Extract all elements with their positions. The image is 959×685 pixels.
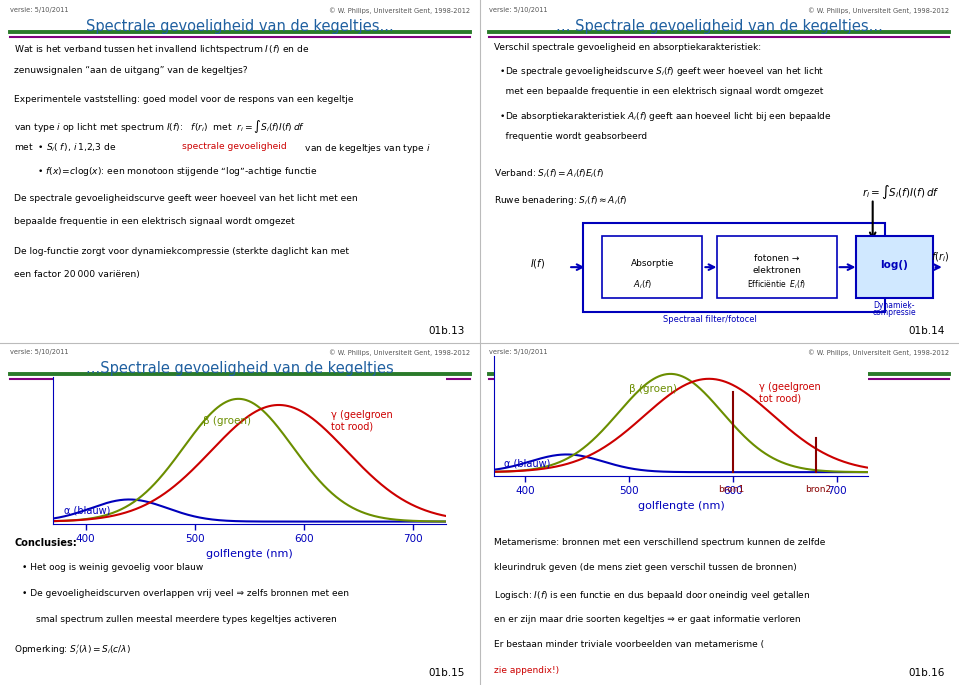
Text: β (groen): β (groen) xyxy=(629,384,677,394)
Text: Absorptie: Absorptie xyxy=(630,259,674,269)
Text: fotonen →: fotonen → xyxy=(754,254,800,263)
Text: Dynamiek-: Dynamiek- xyxy=(874,301,915,310)
FancyBboxPatch shape xyxy=(716,236,836,298)
Text: Logisch: $I(f)$ is een functie en dus bepaald door oneindig veel getallen: Logisch: $I(f)$ is een functie en dus be… xyxy=(494,589,810,602)
Text: α (blauw): α (blauw) xyxy=(504,458,550,469)
Text: Spectraal filter/fotocel: Spectraal filter/fotocel xyxy=(663,315,757,324)
Text: 01b.13: 01b.13 xyxy=(429,325,465,336)
Text: © W. Philips, Universiteit Gent, 1998-2012: © W. Philips, Universiteit Gent, 1998-20… xyxy=(808,349,949,356)
Text: bepaalde frequentie in een elektrisch signaal wordt omgezet: bepaalde frequentie in een elektrisch si… xyxy=(14,218,295,227)
Text: met  • $S_i(\,f\,)$, $i$ 1,2,3 de: met • $S_i(\,f\,)$, $i$ 1,2,3 de xyxy=(14,142,117,154)
Text: kleurindruk geven (de mens ziet geen verschil tussen de bronnen): kleurindruk geven (de mens ziet geen ver… xyxy=(494,563,797,573)
Text: 01b.16: 01b.16 xyxy=(908,668,945,678)
Text: versie: 5/10/2011: versie: 5/10/2011 xyxy=(489,349,548,356)
Text: © W. Philips, Universiteit Gent, 1998-2012: © W. Philips, Universiteit Gent, 1998-20… xyxy=(329,349,470,356)
Text: © W. Philips, Universiteit Gent, 1998-2012: © W. Philips, Universiteit Gent, 1998-20… xyxy=(329,7,470,14)
Text: Efficiëntie  $E_i(f)$: Efficiëntie $E_i(f)$ xyxy=(747,279,807,291)
Text: Ruwe benadering voor $S_i'(\lambda)$: $S_i'(\lambda)\approx A_i'(\lambda)$: Ruwe benadering voor $S_i'(\lambda)$: $S… xyxy=(58,390,244,404)
Text: 01b.15: 01b.15 xyxy=(429,668,465,678)
Text: Verband: $S_i(f) = A_i(f)E_i(f)$: Verband: $S_i(f) = A_i(f)E_i(f)$ xyxy=(494,168,604,180)
Text: Ruwe benadering: $S_i(f)\approx A_i(f)$: Ruwe benadering: $S_i(f)\approx A_i(f)$ xyxy=(494,193,627,206)
Text: •De absorptiekarakteristiek $A_i(f)$ geeft aan hoeveel licht bij een bepaalde: •De absorptiekarakteristiek $A_i(f)$ gee… xyxy=(494,110,831,123)
Text: versie: 5/10/2011: versie: 5/10/2011 xyxy=(10,349,68,356)
Text: Er bestaan minder triviale voorbeelden van metamerisme (: Er bestaan minder triviale voorbeelden v… xyxy=(494,640,764,649)
Text: en er zijn maar drie soorten kegeltjes ⇒ er gaat informatie verloren: en er zijn maar drie soorten kegeltjes ⇒… xyxy=(494,615,801,624)
Text: α (blauw): α (blauw) xyxy=(63,506,110,515)
X-axis label: golflengte (nm): golflengte (nm) xyxy=(206,549,292,558)
Text: γ (geelgroen
tot rood): γ (geelgroen tot rood) xyxy=(331,410,393,432)
Text: Opmerking: $S_i'(\lambda) = S_i(c/\lambda)$: Opmerking: $S_i'(\lambda) = S_i(c/\lambd… xyxy=(14,644,131,658)
Text: γ (geelgroen
tot rood): γ (geelgroen tot rood) xyxy=(759,382,821,403)
Text: Metamerisme: bronnen met een verschillend spectrum kunnen de zelfde: Metamerisme: bronnen met een verschillen… xyxy=(494,538,826,547)
Text: zenuwsignalen “aan de uitgang” van de kegeltjes?: zenuwsignalen “aan de uitgang” van de ke… xyxy=(14,66,248,75)
Text: • De gevoeligheidscurven overlappen vrij veel ⇒ zelfs bronnen met een: • De gevoeligheidscurven overlappen vrij… xyxy=(22,589,348,598)
Text: log(): log() xyxy=(880,260,908,271)
Text: Verschil spectrale gevoeligheid en absorptiekarakteristiek:: Verschil spectrale gevoeligheid en absor… xyxy=(494,43,761,52)
Text: bron2: bron2 xyxy=(805,485,831,494)
Text: Conclusies:: Conclusies: xyxy=(14,538,77,548)
FancyBboxPatch shape xyxy=(602,236,702,298)
Text: van de kegeltjes van type $i$: van de kegeltjes van type $i$ xyxy=(302,142,431,155)
Text: • $f(x)\!=\!c\log(x)$: een monotoon stijgende “log”-achtige functie: • $f(x)\!=\!c\log(x)$: een monotoon stij… xyxy=(14,165,317,178)
Text: versie: 5/10/2011: versie: 5/10/2011 xyxy=(10,7,68,13)
Text: 01b.14: 01b.14 xyxy=(908,325,945,336)
Text: Metamerisme: Metamerisme xyxy=(668,362,770,376)
FancyBboxPatch shape xyxy=(856,236,932,298)
Text: •De spectrale gevoeligheidscurve $S_i(f)$ geeft weer hoeveel van het licht: •De spectrale gevoeligheidscurve $S_i(f)… xyxy=(494,65,824,78)
Text: $r_i = \int S_i(f)I(f)\,df$: $r_i = \int S_i(f)I(f)\,df$ xyxy=(862,183,940,201)
Text: β (groen): β (groen) xyxy=(203,416,251,426)
Text: spectrale gevoeligheid: spectrale gevoeligheid xyxy=(182,142,287,151)
X-axis label: golflengte (nm): golflengte (nm) xyxy=(638,501,724,510)
Text: compressie: compressie xyxy=(873,308,916,317)
FancyBboxPatch shape xyxy=(583,223,884,312)
Text: van type $i$ op licht met spectrum $I(f)$:   $f(r_i)$  met  $r_i = \int S_i(f)I(: van type $i$ op licht met spectrum $I(f)… xyxy=(14,119,306,136)
Text: smal spectrum zullen meestal meerdere types kegeltjes activeren: smal spectrum zullen meestal meerdere ty… xyxy=(36,615,337,624)
Text: frequentie wordt geabsorbeerd: frequentie wordt geabsorbeerd xyxy=(494,132,647,141)
Text: $f(r_i)$: $f(r_i)$ xyxy=(931,250,949,264)
Text: bron1: bron1 xyxy=(717,485,744,494)
Text: Experimentele vaststelling: goed model voor de respons van een kegeltje: Experimentele vaststelling: goed model v… xyxy=(14,95,354,104)
Text: ...Spectrale gevoeligheid van de kegeltjes: ...Spectrale gevoeligheid van de kegeltj… xyxy=(86,362,393,376)
Text: een factor 20 000 variëren): een factor 20 000 variëren) xyxy=(14,270,140,279)
Text: De spectrale gevoeligheidscurve geeft weer hoeveel van het licht met een: De spectrale gevoeligheidscurve geeft we… xyxy=(14,195,358,203)
Text: • Het oog is weinig gevoelig voor blauw: • Het oog is weinig gevoelig voor blauw xyxy=(22,563,202,573)
Text: … Spectrale gevoeligheid van de kegeltjes...: … Spectrale gevoeligheid van de kegeltje… xyxy=(556,19,882,34)
Text: Spectrale gevoeligheid van de kegeltjes...: Spectrale gevoeligheid van de kegeltjes.… xyxy=(86,19,393,34)
Text: © W. Philips, Universiteit Gent, 1998-2012: © W. Philips, Universiteit Gent, 1998-20… xyxy=(808,7,949,14)
Text: $A_i(f)$: $A_i(f)$ xyxy=(633,279,652,291)
Text: zie appendix!): zie appendix!) xyxy=(494,666,559,675)
Text: $I(f)$: $I(f)$ xyxy=(529,258,545,270)
Text: versie: 5/10/2011: versie: 5/10/2011 xyxy=(489,7,548,13)
Text: De log-functie zorgt voor dynamiekcompressie (sterkte daglicht kan met: De log-functie zorgt voor dynamiekcompre… xyxy=(14,247,349,256)
Text: relatieve absorptiespectra: relatieve absorptiespectra xyxy=(518,384,646,394)
Text: met een bepaalde frequentie in een elektrisch signaal wordt omgezet: met een bepaalde frequentie in een elekt… xyxy=(494,88,823,97)
Text: elektronen: elektronen xyxy=(753,266,801,275)
Text: Wat is het verband tussen het invallend lichtspectrum $I\,(f)$ en de: Wat is het verband tussen het invallend … xyxy=(14,43,310,55)
